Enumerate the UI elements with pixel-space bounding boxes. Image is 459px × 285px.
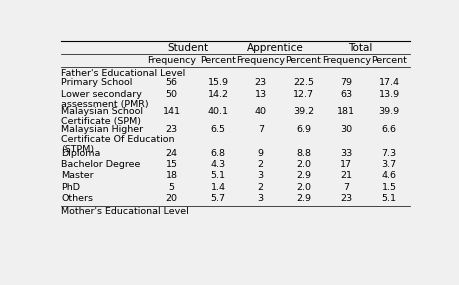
Text: 33: 33 [339, 148, 352, 158]
Text: 14.2: 14.2 [207, 89, 228, 99]
Text: Father's Educational Level: Father's Educational Level [61, 69, 185, 78]
Text: PhD: PhD [61, 183, 80, 192]
Text: 23: 23 [165, 125, 177, 134]
Text: 6.9: 6.9 [295, 125, 310, 134]
Text: Diploma: Diploma [61, 148, 100, 158]
Text: 21: 21 [340, 171, 352, 180]
Text: 18: 18 [165, 171, 177, 180]
Text: 17: 17 [340, 160, 352, 169]
Text: 8.8: 8.8 [295, 148, 310, 158]
Text: Malaysian School
Certificate (SPM): Malaysian School Certificate (SPM) [61, 107, 143, 127]
Text: 5.7: 5.7 [210, 194, 225, 203]
Text: 13: 13 [254, 89, 266, 99]
Text: 5.1: 5.1 [210, 171, 225, 180]
Text: 30: 30 [340, 125, 352, 134]
Text: 1.5: 1.5 [381, 183, 396, 192]
Text: 2.9: 2.9 [295, 194, 310, 203]
Text: 2.0: 2.0 [295, 183, 310, 192]
Text: 3: 3 [257, 194, 263, 203]
Text: Malaysian Higher
Certificate Of Education
(STPM): Malaysian Higher Certificate Of Educatio… [61, 125, 174, 154]
Text: 5: 5 [168, 183, 174, 192]
Text: 3.7: 3.7 [381, 160, 396, 169]
Text: 13.9: 13.9 [378, 89, 399, 99]
Text: Student: Student [167, 42, 208, 52]
Text: 56: 56 [165, 78, 177, 87]
Text: 15.9: 15.9 [207, 78, 228, 87]
Text: 39.2: 39.2 [292, 107, 313, 116]
Text: 17.4: 17.4 [378, 78, 399, 87]
Text: 40.1: 40.1 [207, 107, 228, 116]
Text: Frequency: Frequency [235, 56, 285, 65]
Text: Percent: Percent [370, 56, 406, 65]
Text: 4.3: 4.3 [210, 160, 225, 169]
Text: 141: 141 [162, 107, 180, 116]
Text: 22.5: 22.5 [292, 78, 313, 87]
Text: 1.4: 1.4 [210, 183, 225, 192]
Text: Frequency: Frequency [147, 56, 196, 65]
Text: Frequency: Frequency [321, 56, 370, 65]
Text: 2.9: 2.9 [295, 171, 310, 180]
Text: 3: 3 [257, 171, 263, 180]
Text: Master: Master [61, 171, 94, 180]
Text: 23: 23 [340, 194, 352, 203]
Text: 7.3: 7.3 [381, 148, 396, 158]
Text: 79: 79 [340, 78, 352, 87]
Text: 50: 50 [165, 89, 177, 99]
Text: 2: 2 [257, 183, 263, 192]
Text: 6.6: 6.6 [381, 125, 396, 134]
Text: 4.6: 4.6 [381, 171, 396, 180]
Text: 2.0: 2.0 [295, 160, 310, 169]
Text: 63: 63 [340, 89, 352, 99]
Text: 6.8: 6.8 [210, 148, 225, 158]
Text: Mother's Educational Level: Mother's Educational Level [61, 207, 188, 216]
Text: 9: 9 [257, 148, 263, 158]
Text: Primary School: Primary School [61, 78, 132, 87]
Text: 181: 181 [336, 107, 354, 116]
Text: Others: Others [61, 194, 93, 203]
Text: 20: 20 [165, 194, 177, 203]
Text: Lower secondary
assessment (PMR): Lower secondary assessment (PMR) [61, 89, 148, 109]
Text: 5.1: 5.1 [381, 194, 396, 203]
Text: 12.7: 12.7 [292, 89, 313, 99]
Text: Total: Total [347, 42, 372, 52]
Text: Percent: Percent [285, 56, 321, 65]
Text: 7: 7 [257, 125, 263, 134]
Text: 15: 15 [165, 160, 177, 169]
Text: 23: 23 [254, 78, 266, 87]
Text: 6.5: 6.5 [210, 125, 225, 134]
Text: 40: 40 [254, 107, 266, 116]
Text: Percent: Percent [200, 56, 235, 65]
Text: 39.9: 39.9 [378, 107, 399, 116]
Text: Apprentice: Apprentice [246, 42, 302, 52]
Text: 2: 2 [257, 160, 263, 169]
Text: 24: 24 [165, 148, 177, 158]
Text: Bachelor Degree: Bachelor Degree [61, 160, 140, 169]
Text: 7: 7 [342, 183, 348, 192]
